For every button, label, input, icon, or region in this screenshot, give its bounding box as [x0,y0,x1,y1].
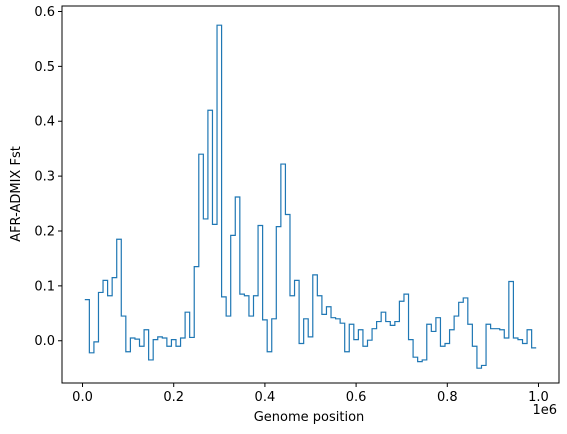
y-tick-label: 0.5 [34,60,55,75]
y-tick-label: 0.2 [34,224,55,239]
x-tick-label: 0.2 [163,390,184,405]
x-tick-label: 0.8 [437,390,458,405]
y-tick-label: 0.6 [34,5,55,20]
y-tick-label: 0.0 [34,334,55,349]
x-tick-label: 0.6 [346,390,367,405]
y-tick-label: 0.4 [34,115,55,130]
axes-frame [61,5,560,384]
series-line [84,24,537,369]
x-axis-label: Genome position [254,410,365,425]
x-tick-label: 0.4 [255,390,276,405]
x-axis-offset-label: 1e6 [532,403,557,418]
series-layer [84,24,537,369]
y-axis-label: AFR-ADMIX Fst [9,146,24,242]
x-tick-label: 0.0 [72,390,93,405]
x-tick-label: 1.0 [528,390,549,405]
y-tick-label: 0.3 [34,170,55,185]
plot-area [62,6,559,383]
x-axis-ticks: 0.0 0.2 0.4 0.6 0.8 1.0 [72,383,549,405]
y-tick-label: 0.1 [34,279,55,294]
y-axis-ticks: 0.0 0.1 0.2 0.3 0.4 0.5 0.6 [34,5,62,349]
